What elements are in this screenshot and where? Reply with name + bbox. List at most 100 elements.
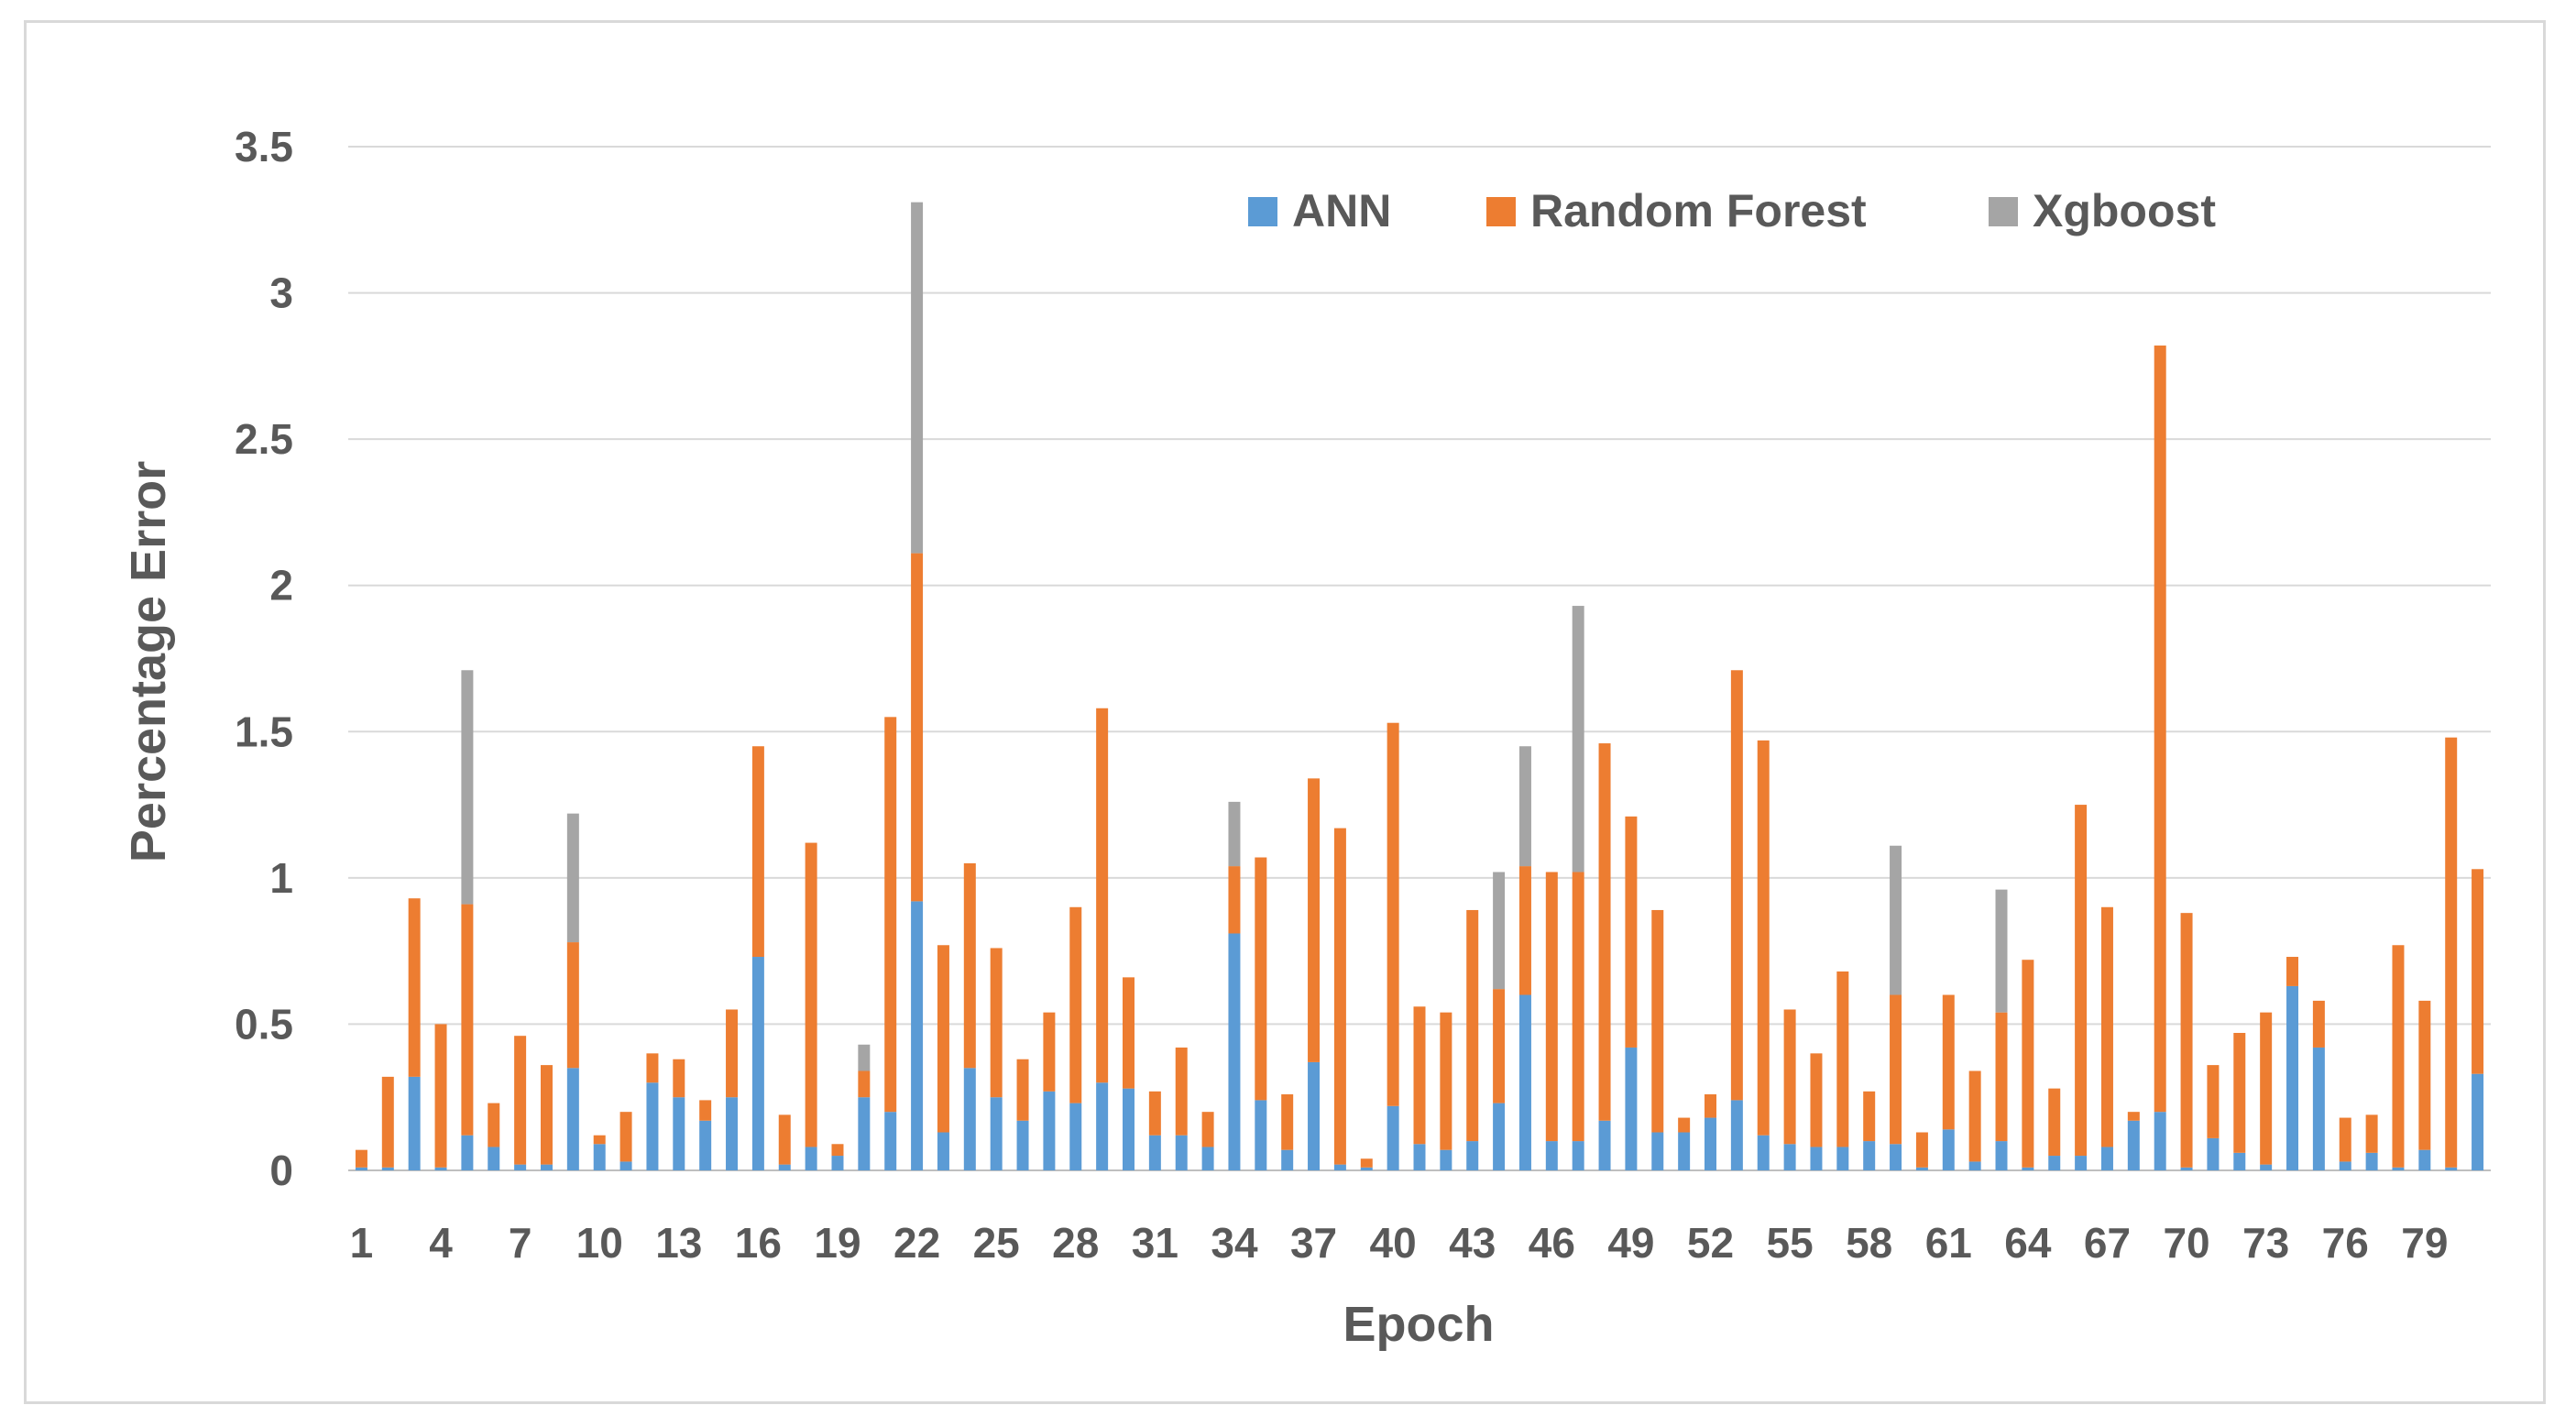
- bar-ann: [751, 957, 764, 1170]
- y-tick-label: 2: [269, 562, 293, 609]
- y-axis-title: Percentage Error: [121, 461, 176, 862]
- bar-random-forest: [461, 904, 474, 1136]
- x-tick-label: 28: [1052, 1219, 1099, 1267]
- bar-random-forest: [2022, 960, 2034, 1168]
- bar-ann: [1387, 1105, 1399, 1170]
- bar-ann: [408, 1076, 421, 1170]
- bar-random-forest: [1836, 971, 1849, 1147]
- x-tick-label: 10: [576, 1219, 623, 1267]
- bar-random-forest: [1281, 1094, 1294, 1150]
- bar-random-forest: [673, 1059, 685, 1098]
- bar-ann: [2260, 1164, 2273, 1170]
- y-tick-label: 3.5: [235, 123, 293, 170]
- bar-random-forest: [1387, 722, 1399, 1106]
- bar-ann: [2180, 1167, 2193, 1170]
- bar-ann: [963, 1068, 976, 1170]
- x-tick-label: 49: [1607, 1219, 1654, 1267]
- bar-random-forest: [1757, 740, 1770, 1136]
- bar-random-forest: [1148, 1091, 1161, 1136]
- bar-ann: [1228, 933, 1241, 1170]
- legend-label: Xgboost: [2033, 185, 2216, 236]
- y-tick-label: 1: [269, 854, 293, 902]
- bar-ann: [2339, 1161, 2351, 1170]
- bar-ann: [858, 1097, 871, 1170]
- bar-ann: [990, 1097, 1003, 1170]
- bar-random-forest: [1545, 872, 1558, 1142]
- bar-random-forest: [2365, 1114, 2378, 1153]
- bar-ann: [1016, 1120, 1029, 1170]
- bar-ann: [2233, 1152, 2246, 1170]
- y-tick-labels: 0 0.5 1 1.5 2 2.5 3 3.5: [235, 123, 293, 1194]
- bar-ann: [1836, 1147, 1849, 1170]
- bar-random-forest: [1783, 1009, 1796, 1145]
- x-tick-label: 70: [2163, 1219, 2209, 1267]
- y-tick-label: 1.5: [235, 708, 293, 755]
- bar-ann: [2286, 985, 2299, 1170]
- bar-ann: [1175, 1135, 1188, 1170]
- bar-random-forest: [1890, 994, 1902, 1145]
- legend-swatch: [1989, 197, 2018, 226]
- bar-random-forest: [2100, 906, 2113, 1147]
- bar-random-forest: [381, 1076, 394, 1168]
- bar-random-forest: [1466, 909, 1479, 1142]
- x-tick-label: 46: [1529, 1219, 1575, 1267]
- x-tick-label: 73: [2242, 1219, 2289, 1267]
- legend-label: Random Forest: [1530, 185, 1867, 236]
- bar-ann: [1281, 1149, 1294, 1170]
- bar-ann: [1705, 1117, 1717, 1170]
- bar-ann: [1968, 1161, 1981, 1170]
- bar-random-forest: [1413, 1006, 1426, 1145]
- bar-random-forest: [2286, 957, 2299, 986]
- bar-random-forest: [963, 862, 976, 1069]
- x-tick-label: 61: [1925, 1219, 1972, 1267]
- bar-ann: [381, 1167, 394, 1170]
- bar-random-forest: [1493, 989, 1506, 1103]
- bar-xgboost: [1228, 801, 1241, 867]
- bar-ann: [1730, 1100, 1743, 1170]
- x-tick-label: 55: [1767, 1219, 1814, 1267]
- x-tick-label: 58: [1846, 1219, 1892, 1267]
- bar-ann: [593, 1144, 606, 1170]
- bar-random-forest: [1333, 828, 1346, 1165]
- bar-random-forest: [434, 1024, 447, 1168]
- bar-random-forest: [1016, 1059, 1029, 1121]
- bar-ann: [1545, 1141, 1558, 1170]
- x-tick-label: 43: [1449, 1219, 1496, 1267]
- bar-ann: [1942, 1129, 1955, 1170]
- bar-ann: [1043, 1091, 1056, 1170]
- bar-ann: [1863, 1141, 1876, 1170]
- bar-ann: [2472, 1073, 2484, 1170]
- x-tick-label: 7: [509, 1219, 532, 1267]
- bar-ann: [2365, 1152, 2378, 1170]
- bar-random-forest: [540, 1065, 553, 1165]
- bar-random-forest: [911, 553, 924, 902]
- bar-ann: [2418, 1149, 2431, 1170]
- bar-random-forest: [1705, 1094, 1717, 1118]
- bar-random-forest: [1678, 1117, 1691, 1133]
- bar-random-forest: [858, 1070, 871, 1098]
- bar-ann: [1810, 1147, 1823, 1170]
- y-tick-label: 2.5: [235, 415, 293, 463]
- bar-random-forest: [1730, 670, 1743, 1101]
- bar-ann: [1890, 1144, 1902, 1170]
- bar-random-forest: [1942, 994, 1955, 1130]
- legend-swatch: [1486, 197, 1516, 226]
- bar-random-forest: [1201, 1112, 1214, 1147]
- bar-ann: [2392, 1167, 2405, 1170]
- bar-xgboost: [461, 670, 474, 905]
- bar-ann: [1148, 1135, 1161, 1170]
- bar-xgboost: [1572, 606, 1584, 873]
- y-tick-label: 3: [269, 269, 293, 317]
- bar-ann: [1360, 1167, 1373, 1170]
- bar-random-forest: [884, 717, 897, 1113]
- bar-random-forest: [1122, 977, 1135, 1089]
- bar-random-forest: [778, 1114, 791, 1165]
- bar-ann: [911, 901, 924, 1170]
- bar-random-forest: [1572, 872, 1584, 1142]
- bar-random-forest: [990, 948, 1003, 1098]
- bar-ann: [2100, 1147, 2113, 1170]
- bar-random-forest: [1863, 1091, 1876, 1142]
- bar-ann: [1122, 1088, 1135, 1170]
- bar-random-forest: [1995, 1012, 2008, 1142]
- x-tick-label: 34: [1211, 1219, 1258, 1267]
